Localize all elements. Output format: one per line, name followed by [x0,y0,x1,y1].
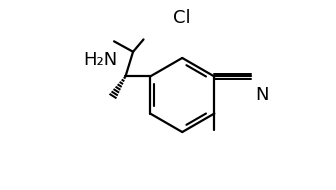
Text: H₂N: H₂N [83,51,118,69]
Text: N: N [255,86,269,104]
Text: Cl: Cl [173,9,191,27]
